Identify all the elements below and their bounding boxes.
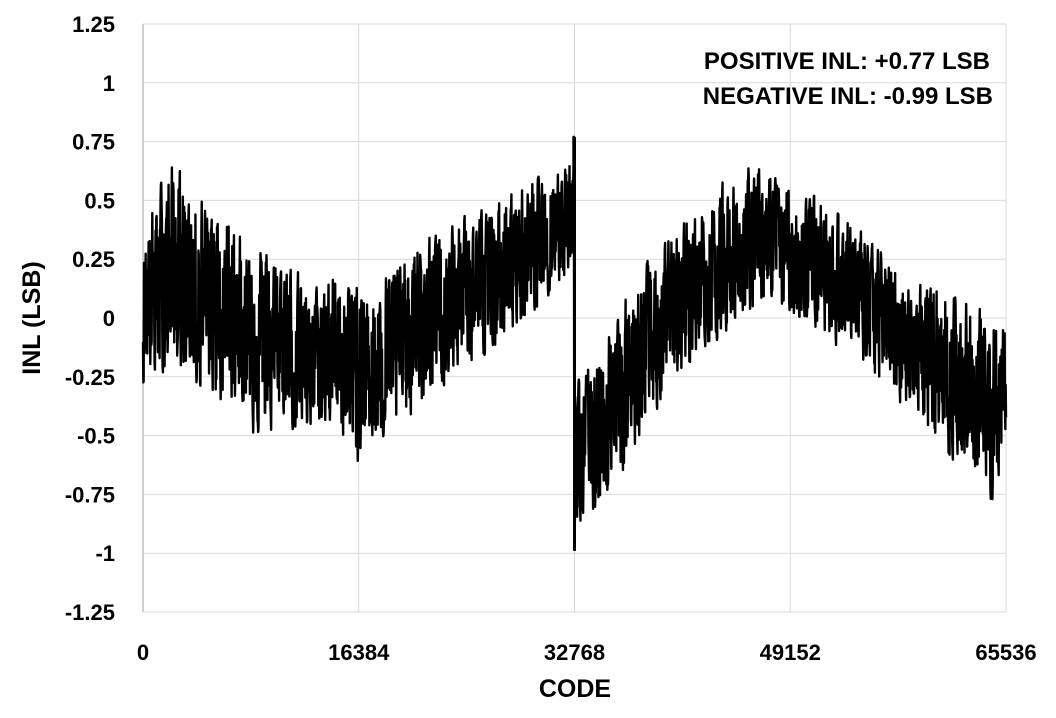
x-tick-label: 32768 — [544, 640, 605, 665]
y-tick-labels: -1.25 -1 -0.75 -0.5 -0.25 0 0.25 0.5 0.75 1 1.25 — [65, 12, 115, 625]
y-tick-label: 0.25 — [72, 247, 115, 272]
y-tick-label: 0.75 — [72, 130, 115, 155]
y-tick-label: 1 — [103, 71, 115, 96]
y-tick-label: -1 — [95, 541, 115, 566]
y-tick-label: -1.25 — [65, 600, 115, 625]
negative-inl-annotation: NEGATIVE INL: -0.99 LSB — [703, 83, 993, 110]
x-tick-label: 65536 — [975, 640, 1036, 665]
y-tick-label: -0.25 — [65, 365, 115, 390]
x-tick-label: 16384 — [328, 640, 390, 665]
y-tick-label: 1.25 — [72, 12, 115, 37]
y-tick-label: 0 — [103, 306, 115, 331]
y-axis-title: INL (LSB) — [18, 261, 46, 374]
x-axis-title: CODE — [539, 675, 611, 703]
y-tick-label: -0.75 — [65, 482, 115, 507]
x-tick-label: 0 — [137, 640, 149, 665]
series-layer — [141, 135, 1008, 551]
y-tick-label: 0.5 — [84, 188, 115, 213]
x-tick-label: 49152 — [760, 640, 821, 665]
positive-inl-annotation: POSITIVE INL: +0.77 LSB — [704, 48, 990, 75]
x-tick-labels: 0 16384 32768 49152 65536 — [137, 640, 1037, 665]
y-tick-label: -0.5 — [77, 424, 115, 449]
